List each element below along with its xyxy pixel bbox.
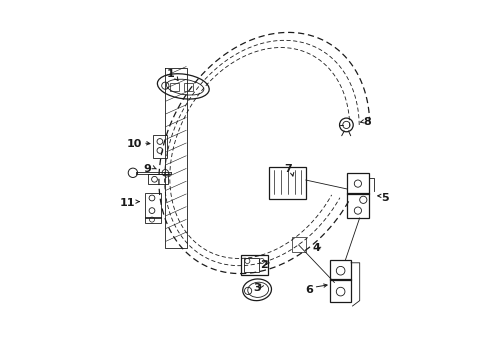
Bar <box>153 135 167 158</box>
Bar <box>244 258 258 272</box>
Bar <box>241 255 267 275</box>
Bar <box>170 83 179 91</box>
Bar <box>145 217 160 223</box>
Text: 1: 1 <box>166 69 174 79</box>
Text: 10: 10 <box>127 139 142 149</box>
Text: 7: 7 <box>283 164 291 174</box>
Text: 11: 11 <box>120 198 135 208</box>
Bar <box>329 260 350 280</box>
Text: 9: 9 <box>143 164 151 174</box>
Text: 4: 4 <box>312 243 320 253</box>
Bar <box>291 237 306 252</box>
Text: 3: 3 <box>253 283 261 293</box>
Bar <box>184 83 193 91</box>
Bar <box>145 193 160 218</box>
Bar <box>346 193 368 218</box>
Bar <box>268 167 305 199</box>
Bar <box>148 174 168 184</box>
Text: 2: 2 <box>260 260 267 270</box>
Bar <box>329 279 350 302</box>
Bar <box>346 173 368 194</box>
Text: 6: 6 <box>305 285 313 295</box>
Text: 8: 8 <box>362 117 370 127</box>
Text: 5: 5 <box>380 193 388 203</box>
